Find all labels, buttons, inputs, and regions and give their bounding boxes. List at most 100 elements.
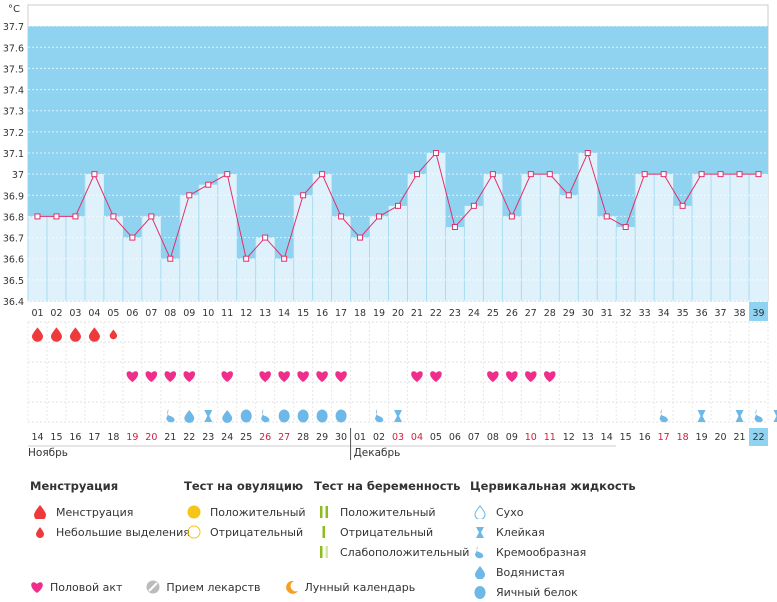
legend-fluid-creamy: Кремообразная [496, 545, 587, 559]
temperature-point [660, 171, 667, 178]
temperature-bar [673, 205, 693, 301]
cycle-day-label: 17 [335, 308, 347, 319]
date-label: 14 [31, 432, 43, 443]
date-label: 04 [411, 432, 423, 443]
heart-icon [544, 371, 556, 382]
temperature-bar [521, 174, 541, 301]
date-label: 16 [69, 432, 81, 443]
temperature-bar [616, 227, 636, 301]
legend-fluid-watery: Водянистая [496, 565, 565, 579]
date-label: 17 [88, 432, 100, 443]
cycle-day-label: 28 [544, 308, 556, 319]
cycle-day-label: 36 [696, 308, 708, 319]
heart-icon [278, 371, 290, 382]
temperature-bar [255, 237, 275, 301]
legend-ovulation-positive: Положительный [210, 505, 306, 519]
temperature-point [395, 202, 401, 209]
date-label: 13 [582, 432, 594, 443]
temperature-point [546, 171, 553, 178]
temperature-bar [388, 205, 408, 301]
cycle-day-label: 04 [88, 308, 100, 319]
legend-ovulation-negative: Отрицательный [210, 525, 304, 539]
date-label: 15 [50, 432, 62, 443]
circle-filled-icon [187, 505, 201, 519]
date-label: 01 [354, 432, 366, 443]
date-label: 21 [164, 432, 176, 443]
temperature-point [565, 192, 572, 199]
drop-icon [475, 566, 485, 579]
date-label: 02 [373, 432, 385, 443]
date-label: 30 [335, 432, 347, 443]
temperature-point [34, 213, 41, 220]
date-label: 28 [297, 432, 309, 443]
date-label: 20 [715, 432, 727, 443]
temperature-bar [369, 216, 389, 301]
temperature-bar [559, 195, 579, 301]
temperature-point [262, 234, 269, 241]
date-label: 22 [183, 432, 195, 443]
date-label: 19 [126, 432, 138, 443]
pill-icon [146, 580, 160, 594]
cycle-day-label: 27 [525, 308, 537, 319]
temperature-point [470, 202, 477, 209]
cycle-day-label: 12 [240, 308, 252, 319]
cycle-day-label: 38 [733, 308, 745, 319]
date-label: 26 [259, 432, 271, 443]
temperature-point [736, 171, 743, 178]
date-label: 20 [145, 432, 157, 443]
date-label: 14 [601, 432, 613, 443]
moon-icon [285, 580, 298, 594]
y-tick-label: 37 [12, 170, 24, 181]
cycle-day-label: 08 [164, 308, 176, 319]
temperature-bar [179, 195, 199, 301]
cycle-day-label: 02 [50, 308, 62, 319]
cycle-day-label: 23 [449, 308, 461, 319]
one-line-icon [322, 526, 325, 538]
hourglass-icon [735, 410, 744, 422]
month-label: Декабрь [354, 447, 401, 459]
temperature-point [489, 171, 496, 178]
cycle-day-label: 01 [31, 308, 43, 319]
temperature-bar [445, 227, 465, 301]
cycle-day-label: 26 [506, 308, 518, 319]
legend-intercourse: Половой акт [50, 580, 123, 594]
temperature-bar [730, 174, 750, 301]
y-tick-label: 36.7 [3, 234, 24, 245]
y-tick-label: 36.6 [3, 255, 24, 266]
date-label: 06 [449, 432, 461, 443]
heart-icon [126, 371, 139, 382]
drop-icon [222, 410, 233, 423]
temperature-point [755, 171, 762, 178]
date-label: 22 [752, 432, 764, 443]
egg-icon [474, 586, 486, 599]
curl-drop-icon [754, 409, 763, 423]
temperature-point [717, 171, 724, 178]
cycle-day-label: 18 [354, 308, 366, 319]
date-label: 17 [658, 432, 670, 443]
legend-menstruation: Менструация Менструация Небольшие выделе… [30, 479, 190, 542]
legend-pregnancy-positive: Положительный [340, 505, 436, 519]
legend-spotting-item: Небольшие выделения [56, 525, 190, 539]
legend-pregnancy-faint: Слабоположительный [340, 545, 470, 559]
cycle-day-label: 25 [487, 308, 499, 319]
curl-drop-icon [261, 409, 270, 423]
temperature-point [148, 213, 155, 220]
temperature-bar [217, 174, 237, 301]
curl-drop-icon [375, 409, 384, 423]
legend-menstruation-item: Менструация [56, 505, 134, 519]
cycle-day-label: 13 [259, 308, 271, 319]
temperature-bar [198, 184, 218, 301]
curl-drop-icon [659, 409, 668, 423]
egg-icon [240, 409, 252, 423]
cycle-day-label: 22 [430, 308, 442, 319]
egg-icon [316, 409, 328, 423]
cycle-day-label: 11 [221, 308, 233, 319]
cycle-day-label: 09 [183, 308, 195, 319]
menstruation-icon [88, 327, 100, 342]
hourglass-icon [204, 410, 213, 422]
cycle-day-label: 19 [373, 308, 385, 319]
egg-icon [297, 409, 309, 423]
legend-fluid: Цервикальная жидкость Сухо Клейкая Кремо… [470, 479, 636, 602]
legend-fluid-sticky: Клейкая [496, 525, 545, 539]
y-tick-label: 36.5 [3, 276, 24, 287]
